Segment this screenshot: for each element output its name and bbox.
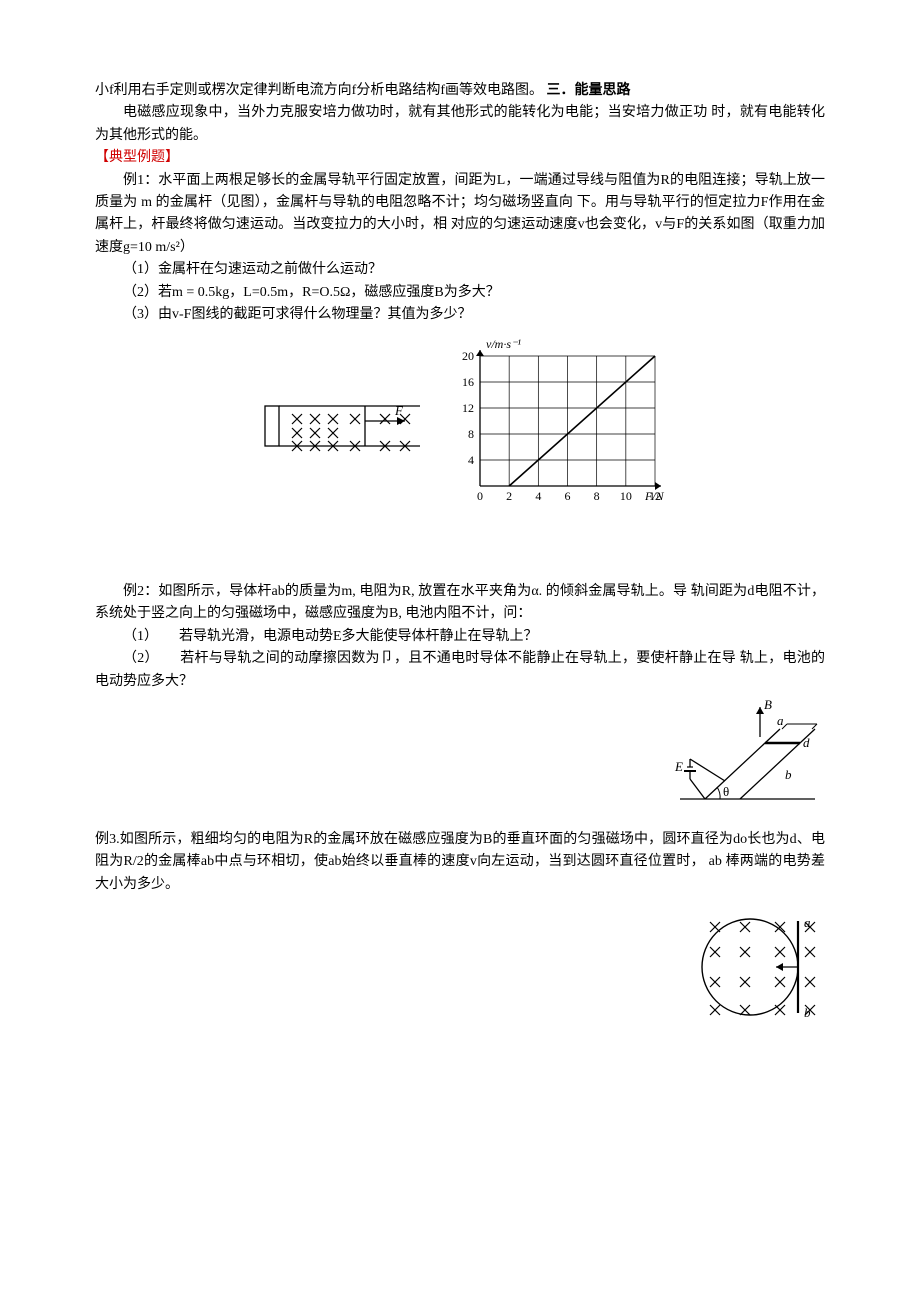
svg-text:8: 8 — [468, 427, 474, 441]
ex2-figure-wrap: Ba d b Eθ — [95, 699, 825, 819]
svg-text:6: 6 — [565, 489, 571, 503]
intro-line1: 小f利用右手定则或楞次定律判断电流方向f分析电路结构f画等效电路图。 三．能量思… — [95, 80, 825, 102]
ex1-q2: （2）若m = 0.5kg，L=0.5m，R=O.5Ω，磁感应强度B为多大？ — [95, 282, 825, 304]
ex3-figure-wrap: ab — [95, 902, 825, 1032]
svg-text:8: 8 — [594, 489, 600, 503]
svg-text:b: b — [785, 767, 792, 782]
ex1-q1: （1）金属杆在匀速运动之前做什么运动？ — [95, 259, 825, 281]
ex2-incline-diagram: Ba d b Eθ — [665, 699, 825, 819]
svg-text:v/m·s⁻¹: v/m·s⁻¹ — [486, 337, 521, 351]
svg-text:a: a — [777, 713, 784, 728]
ex2-body: 例2：如图所示，导体杆ab的质量为m, 电阻为R, 放置在水平夹角为α. 的倾斜… — [95, 581, 825, 626]
ex3-ring-diagram: ab — [685, 902, 825, 1032]
ex2-q1: （1） 若导轨光滑，电源电动势E多大能使导体杆静止在导轨上？ — [95, 626, 825, 648]
svg-text:20: 20 — [462, 349, 474, 363]
intro-line1-text: 小f利用右手定则或楞次定律判断电流方向f分析电路结构f画等效电路图。 — [95, 83, 547, 98]
intro-line2: 电磁感应现象中，当外力克服安培力做功时，就有其他形式的能转化为电能；当安培力做正… — [95, 102, 825, 147]
svg-text:a: a — [804, 915, 811, 930]
svg-text:b: b — [804, 1005, 811, 1020]
svg-text:0: 0 — [477, 489, 483, 503]
svg-text:4: 4 — [468, 453, 474, 467]
svg-text:B: B — [764, 699, 772, 712]
svg-text:E: E — [674, 759, 683, 774]
ex1-q3: （3）由v-F图线的截距可求得什么物理量？其值为多少？ — [95, 304, 825, 326]
svg-text:12: 12 — [462, 401, 474, 415]
examples-header: 【典型例题】 — [95, 147, 825, 169]
ex3-body: 例3.如图所示，粗细均匀的电阻为R的金属环放在磁感应强度为B的垂直环面的匀强磁场… — [95, 829, 825, 896]
svg-text:d: d — [803, 735, 810, 750]
svg-text:16: 16 — [462, 375, 474, 389]
ex1-body: 例1：水平面上两根足够长的金属导轨平行固定放置，间距为L，一端通过导线与阻值为R… — [95, 170, 825, 260]
svg-text:F/N: F/N — [644, 489, 665, 503]
ex1-rail-diagram: F — [255, 376, 425, 476]
ex1-figures: F 02468101248121620v/m·s⁻¹F/N — [95, 336, 825, 516]
svg-text:2: 2 — [506, 489, 512, 503]
svg-text:4: 4 — [535, 489, 541, 503]
svg-text:θ: θ — [723, 784, 729, 799]
intro-line1-bold: 三．能量思路 — [547, 83, 631, 98]
ex1-vf-graph: 02468101248121620v/m·s⁻¹F/N — [445, 336, 665, 516]
ex2-q2: （2） 若杆与导轨之间的动摩擦因数为卩，且不通电时导体不能静止在导轨上，要使杆静… — [95, 648, 825, 693]
svg-text:10: 10 — [620, 489, 632, 503]
